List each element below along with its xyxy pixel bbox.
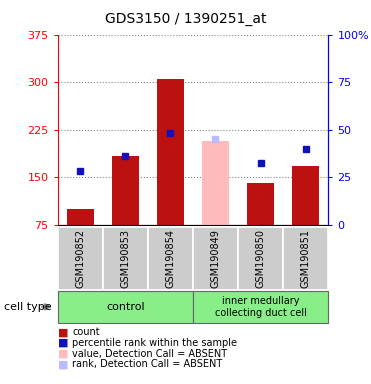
- Bar: [58, 227, 103, 290]
- Text: cell type: cell type: [4, 302, 51, 312]
- Bar: [193, 227, 238, 290]
- Text: ■: ■: [58, 349, 68, 359]
- Text: inner medullary
collecting duct cell: inner medullary collecting duct cell: [215, 296, 306, 318]
- Bar: [283, 227, 328, 290]
- Text: ■: ■: [58, 327, 68, 337]
- Bar: [66, 209, 93, 225]
- Bar: [157, 79, 184, 225]
- Bar: [103, 227, 148, 290]
- Text: GDS3150 / 1390251_at: GDS3150 / 1390251_at: [105, 12, 266, 25]
- Bar: [247, 184, 274, 225]
- Text: control: control: [106, 302, 145, 312]
- Bar: [148, 227, 193, 290]
- Bar: [112, 156, 139, 225]
- Text: percentile rank within the sample: percentile rank within the sample: [72, 338, 237, 348]
- Bar: [193, 291, 328, 323]
- Text: rank, Detection Call = ABSENT: rank, Detection Call = ABSENT: [72, 359, 223, 369]
- Text: GSM190850: GSM190850: [256, 229, 266, 288]
- Text: GSM190854: GSM190854: [165, 229, 175, 288]
- Bar: [58, 291, 193, 323]
- Text: GSM190852: GSM190852: [75, 229, 85, 288]
- Text: GSM190853: GSM190853: [120, 229, 130, 288]
- Bar: [238, 227, 283, 290]
- Bar: [202, 141, 229, 225]
- Text: ■: ■: [58, 338, 68, 348]
- Text: value, Detection Call = ABSENT: value, Detection Call = ABSENT: [72, 349, 227, 359]
- Text: GSM190849: GSM190849: [210, 229, 220, 288]
- Text: GSM190851: GSM190851: [301, 229, 311, 288]
- Text: ■: ■: [58, 359, 68, 369]
- Bar: [292, 166, 319, 225]
- Text: count: count: [72, 327, 100, 337]
